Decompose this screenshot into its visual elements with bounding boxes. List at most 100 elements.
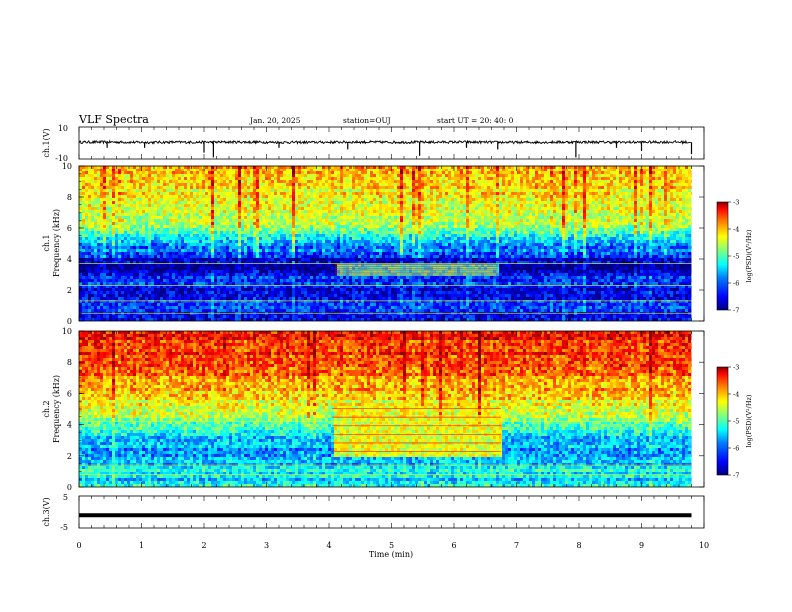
spectrogram-cell (451, 273, 454, 276)
spectrogram-cell (343, 297, 346, 300)
spectrogram-cell (364, 273, 367, 276)
spectrogram-cell (118, 249, 121, 252)
spectrogram-cell (442, 258, 445, 261)
spectrogram-cell (118, 294, 121, 297)
spectrogram-cell (682, 315, 685, 318)
spectrogram-cell (379, 273, 382, 276)
spectrogram-cell (202, 303, 205, 306)
spectrogram-cell (163, 249, 166, 252)
spectrogram-cell (415, 303, 418, 306)
spectrogram-cell (496, 309, 499, 312)
spectrogram-cell (649, 306, 652, 309)
spectrogram-cell (157, 249, 160, 252)
spectrogram-cell (640, 267, 643, 270)
spectrogram-cell (664, 294, 667, 297)
spectrogram-cell (370, 252, 373, 255)
spectrogram-cell (502, 270, 505, 273)
spectrogram-cell (118, 288, 121, 291)
spectrogram-cell (109, 249, 112, 252)
spectrogram-cell (328, 288, 331, 291)
spectrogram-cell (523, 318, 526, 321)
spectrogram-cell (307, 303, 310, 306)
spectrogram-cell (370, 291, 373, 294)
spectrogram-cell (586, 279, 589, 282)
spectrogram-cell (496, 255, 499, 258)
spectrogram-cell (502, 264, 505, 267)
spectrogram-cell (517, 291, 520, 294)
spectrogram-cell (130, 303, 133, 306)
spectrogram-cell (304, 255, 307, 258)
spectrogram-cell (466, 288, 469, 291)
spectrogram-cell (274, 294, 277, 297)
spectrogram-cell (127, 303, 130, 306)
spectrogram-cell (343, 315, 346, 318)
spectrogram-cell (568, 288, 571, 291)
spectrogram-cell (79, 279, 82, 282)
spectrogram-cell (661, 258, 664, 261)
spectrogram-cell (604, 252, 607, 255)
spectrogram-cell (664, 282, 667, 285)
spectrogram-cell (376, 276, 379, 279)
spectrogram-cell (553, 303, 556, 306)
spectrogram-cell (469, 276, 472, 279)
spectrogram-cell (394, 306, 397, 309)
spectrogram-cell (103, 270, 106, 273)
spectrogram-cell (205, 267, 208, 270)
spectrogram-cell (316, 270, 319, 273)
spectrogram-cell (142, 282, 145, 285)
spectrogram-cell (391, 252, 394, 255)
spectrogram-cell (592, 270, 595, 273)
spectrogram-cell (523, 270, 526, 273)
spectrogram-cell (670, 273, 673, 276)
spectrogram-cell (115, 309, 118, 312)
spectrogram-cell (256, 309, 259, 312)
spectrogram-cell (409, 270, 412, 273)
spectrogram-cell (469, 252, 472, 255)
spectrogram-cell (112, 291, 115, 294)
spectrogram-cell (610, 273, 613, 276)
spectrogram-cell (337, 276, 340, 279)
spectrogram-cell (598, 294, 601, 297)
spectrogram-cell (271, 267, 274, 270)
spectrogram-cell (631, 258, 634, 261)
spectrogram-cell (310, 276, 313, 279)
spectrogram-cell (490, 249, 493, 252)
spectrogram-cell (469, 294, 472, 297)
spectrogram-cell (313, 282, 316, 285)
spectrogram-cell (136, 252, 139, 255)
spectrogram-cell (340, 249, 343, 252)
spectrogram-cell (220, 258, 223, 261)
spectrogram-cell (415, 315, 418, 318)
spectrogram-cell (130, 309, 133, 312)
spectrogram-cell (418, 258, 421, 261)
spectrogram-cell (367, 282, 370, 285)
spectrogram-cell (106, 288, 109, 291)
spectrogram-cell (289, 294, 292, 297)
spectrogram-cell (394, 291, 397, 294)
spectrogram-cell (343, 255, 346, 258)
spectrogram-cell (178, 294, 181, 297)
spectrogram-cell (625, 288, 628, 291)
header-station: station=OUJ (343, 116, 391, 125)
spectrogram-cell (553, 258, 556, 261)
spectrogram-cell (127, 258, 130, 261)
spectrogram-cell (289, 249, 292, 252)
spectrogram-cell (253, 297, 256, 300)
spectrogram-cell (202, 258, 205, 261)
spectrogram-cell (235, 276, 238, 279)
spectrogram-cell (232, 303, 235, 306)
spectrogram-cell (175, 303, 178, 306)
spectrogram-cell (295, 282, 298, 285)
spectrogram-cell (637, 282, 640, 285)
spectrogram-cell (589, 306, 592, 309)
spectrogram-cell (469, 282, 472, 285)
spectrogram-cell (544, 267, 547, 270)
spectrogram-cell (679, 255, 682, 258)
spectrogram-cell (211, 270, 214, 273)
spectrogram-cell (322, 306, 325, 309)
spectrogram-cell (589, 276, 592, 279)
spectrogram-cell (376, 258, 379, 261)
spectrogram-cell (490, 258, 493, 261)
spectrogram-cell (88, 270, 91, 273)
spectrogram-cell (463, 306, 466, 309)
